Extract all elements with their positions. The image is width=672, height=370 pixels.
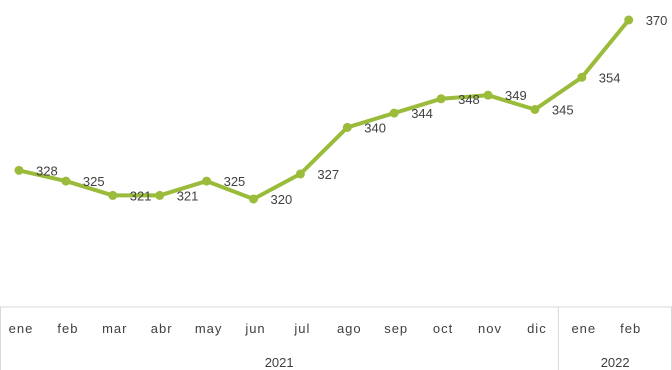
data-label-13: 370 bbox=[646, 13, 668, 28]
data-point-0 bbox=[14, 165, 24, 175]
x-tick-label-2: mar bbox=[102, 321, 127, 336]
data-point-2 bbox=[108, 190, 118, 200]
data-label-11: 345 bbox=[552, 103, 574, 118]
data-label-2: 321 bbox=[130, 188, 152, 203]
data-points bbox=[14, 15, 634, 204]
year-group-labels: 2021 2022 bbox=[265, 355, 630, 370]
data-label-1: 325 bbox=[83, 174, 105, 189]
year-label-0: 2021 bbox=[265, 355, 294, 370]
data-point-4 bbox=[202, 176, 212, 186]
data-label-6: 327 bbox=[317, 167, 339, 182]
data-point-5 bbox=[249, 194, 258, 204]
x-tick-label-11: dic bbox=[527, 321, 547, 336]
x-tick-label-9: oct bbox=[433, 321, 453, 336]
data-point-3 bbox=[155, 190, 165, 200]
data-label-4: 325 bbox=[224, 174, 246, 189]
data-point-10 bbox=[483, 90, 493, 100]
data-label-9: 348 bbox=[458, 92, 480, 107]
x-tick-label-7: ago bbox=[337, 321, 362, 336]
data-point-1 bbox=[61, 176, 71, 186]
data-label-10: 349 bbox=[505, 88, 527, 103]
data-point-12 bbox=[577, 72, 587, 82]
x-tick-label-1: feb bbox=[57, 321, 78, 336]
x-tick-label-6: jul bbox=[293, 321, 310, 336]
x-tick-label-3: abr bbox=[151, 321, 173, 336]
x-tick-label-4: may bbox=[195, 321, 223, 336]
data-point-13 bbox=[624, 15, 634, 25]
x-tick-label-12: ene bbox=[571, 321, 596, 336]
data-label-7: 340 bbox=[364, 120, 386, 135]
x-axis bbox=[0, 306, 672, 370]
data-label-8: 344 bbox=[411, 106, 433, 121]
x-tick-label-13: feb bbox=[620, 321, 641, 336]
data-point-8 bbox=[389, 108, 399, 118]
year-label-1: 2022 bbox=[601, 355, 630, 370]
x-tick-label-0: ene bbox=[9, 321, 34, 336]
x-tick-labels: ene feb mar abr may jun jul ago sep oct nov dic ene f… bbox=[9, 321, 641, 336]
data-point-11 bbox=[530, 105, 540, 114]
x-tick-label-10: nov bbox=[478, 321, 502, 336]
data-point-9 bbox=[436, 94, 446, 104]
data-label-12: 354 bbox=[599, 70, 621, 85]
data-labels: 328 325 321 321 325 320 327 340 344 348 349 345 354 3… bbox=[36, 13, 667, 207]
x-tick-label-8: sep bbox=[384, 321, 408, 336]
data-label-3: 321 bbox=[177, 188, 199, 203]
data-label-5: 320 bbox=[271, 192, 293, 207]
data-point-7 bbox=[342, 122, 352, 132]
series-line bbox=[17, 18, 631, 201]
data-label-0: 328 bbox=[36, 163, 58, 178]
x-tick-label-5: jun bbox=[244, 321, 265, 336]
data-point-6 bbox=[295, 169, 305, 179]
